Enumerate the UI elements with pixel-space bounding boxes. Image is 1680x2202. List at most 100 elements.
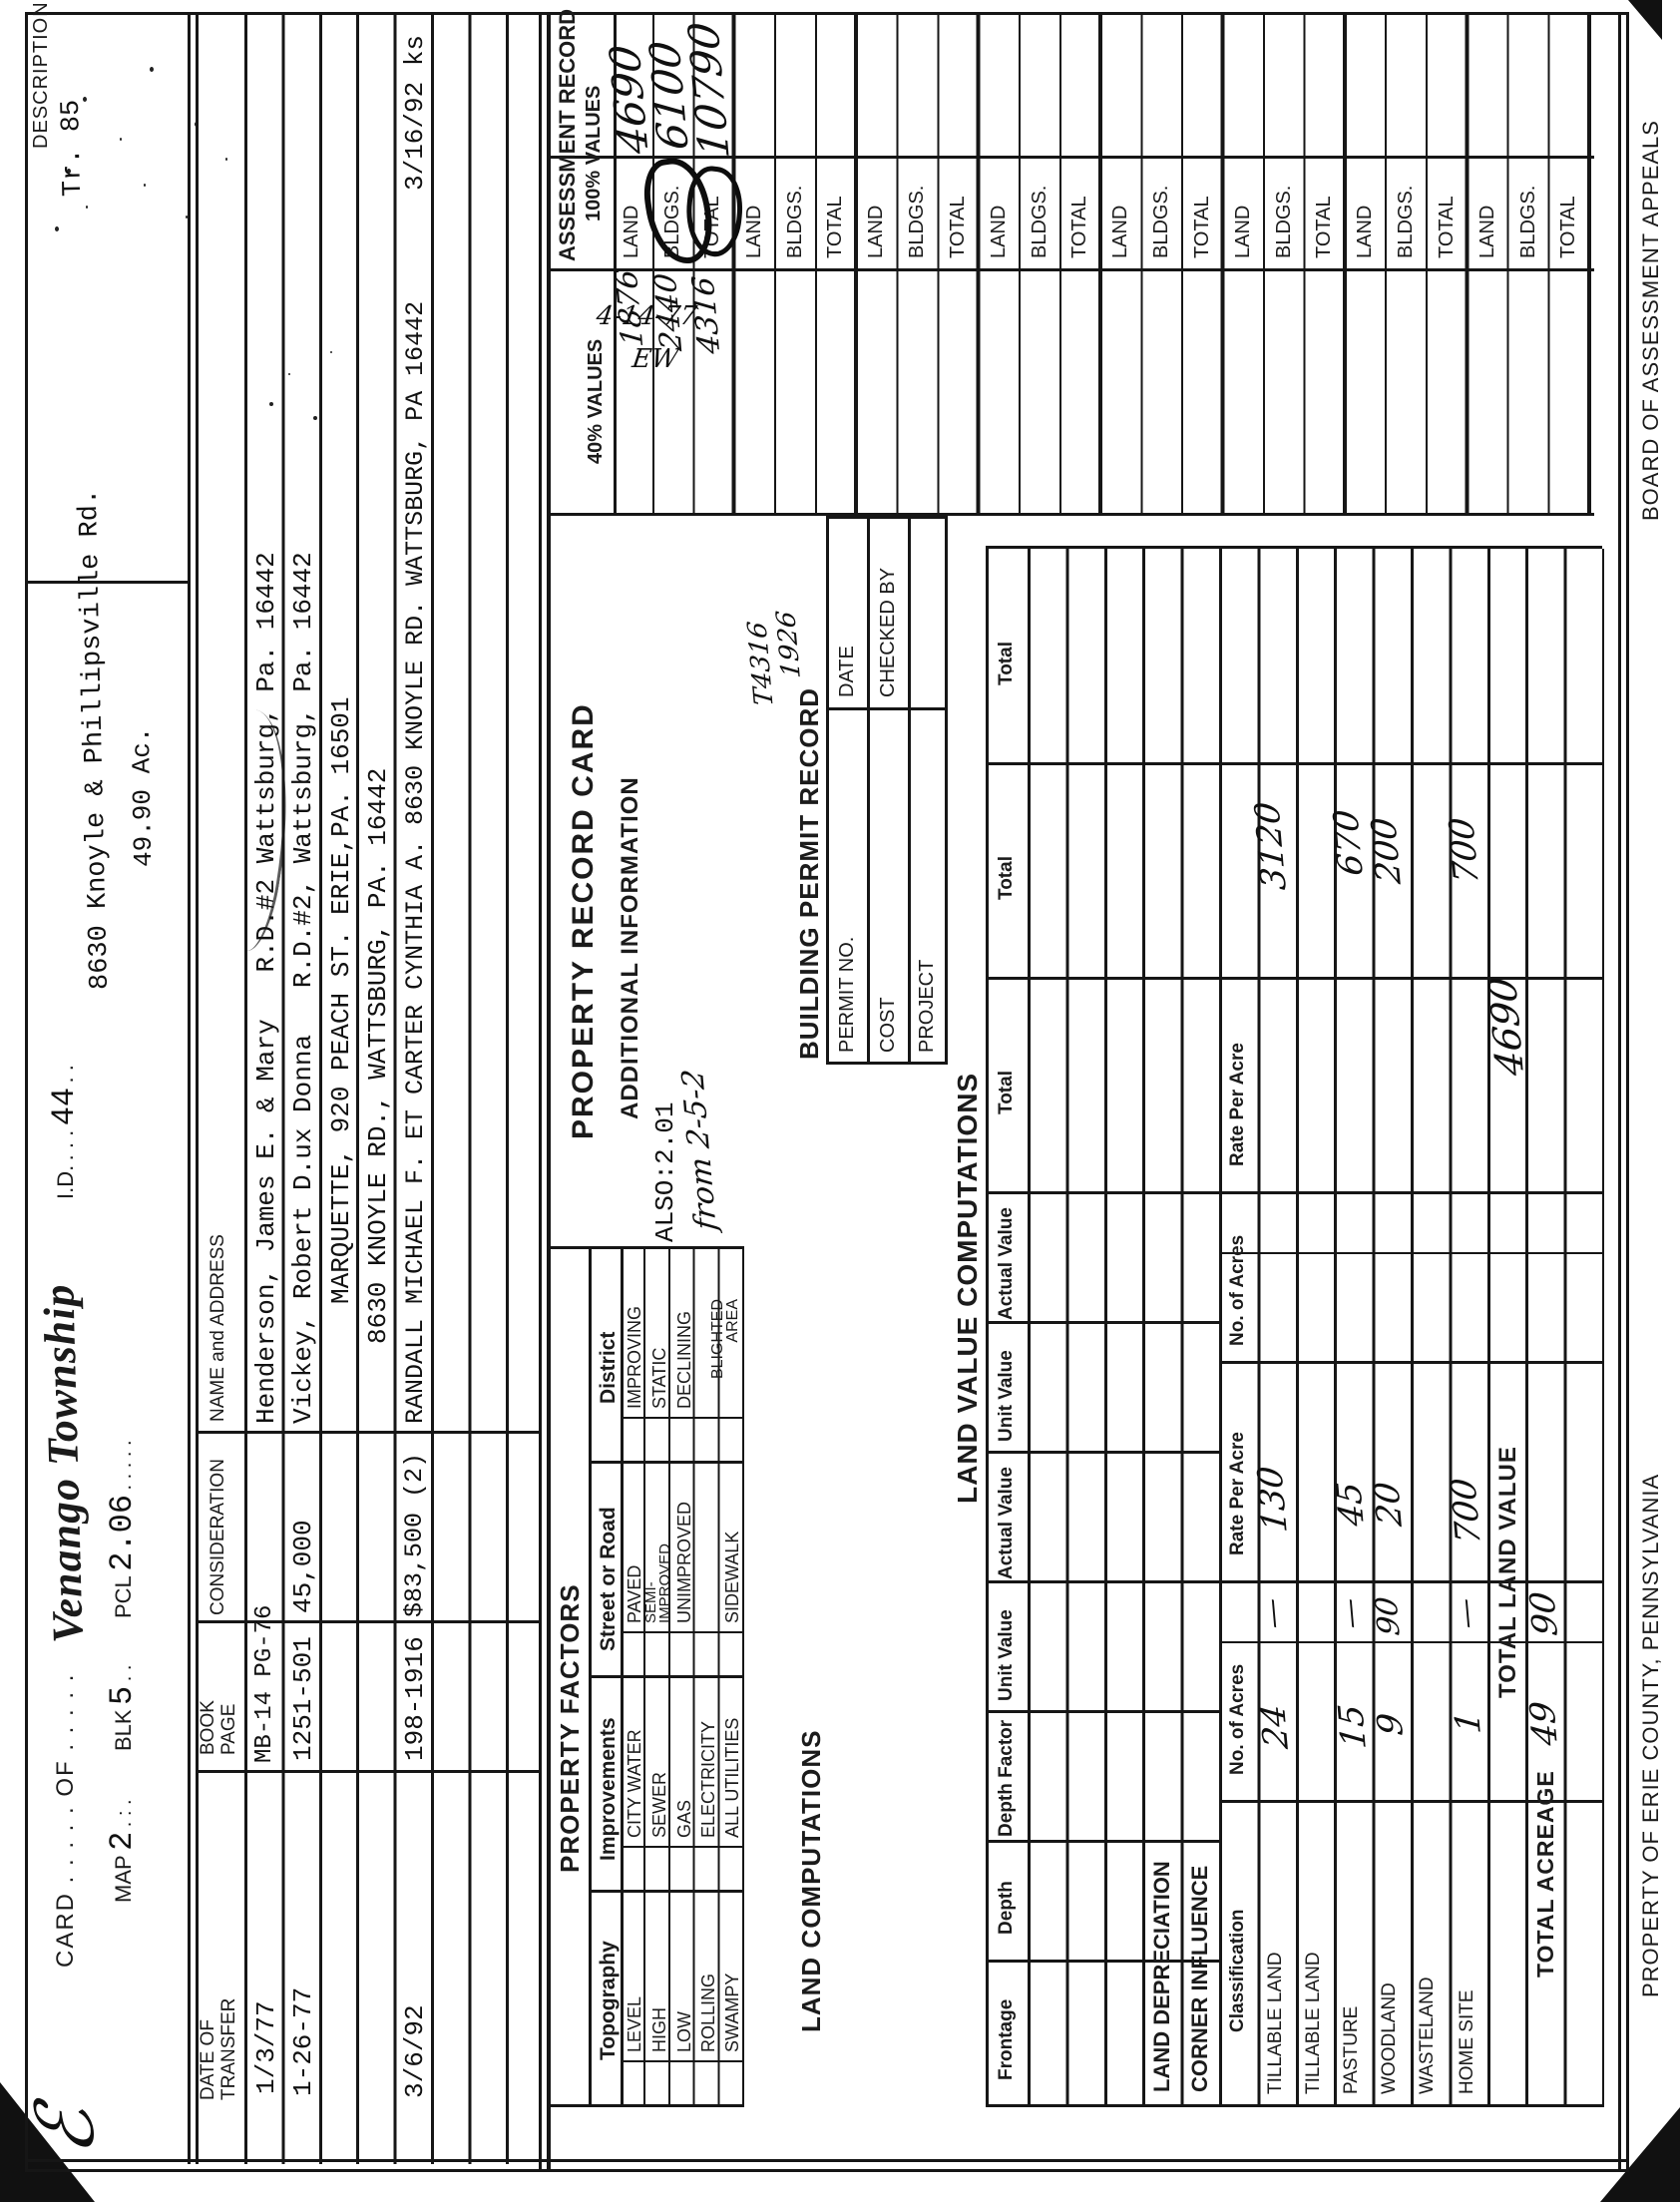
grid-line — [196, 12, 199, 2164]
factors-col-header: Improvements — [597, 1717, 620, 1861]
assessment-row-label: TOTAL — [1557, 196, 1579, 258]
assessment-row-label: LAND — [1476, 205, 1498, 258]
also-note: ALSO:2.01 — [650, 1101, 680, 1242]
classification-row-label: TILLABLE LAND — [1303, 1952, 1324, 2094]
land-computations-label: LAND COMPUTATIONS — [796, 1729, 826, 2032]
pcl-label: PCL — [111, 1575, 136, 1618]
assessment-row-label: LAND — [865, 205, 887, 258]
grid-line — [25, 12, 28, 2172]
assessment-row-label: BLDGS. — [1517, 185, 1539, 258]
pcl-dots: . . . . . — [114, 1440, 136, 1491]
transfer-row-name: 8630 KNOYLE RD., WATTSBURG, PA. 16442 — [363, 767, 393, 1344]
scan-fold-corner — [1600, 2107, 1680, 2202]
classification-row-label: WOODLAND — [1379, 1982, 1400, 2094]
assessment-row-label: LAND — [621, 205, 642, 258]
assessment-row-lines — [614, 12, 1591, 516]
classification-header: Rate Per Acre — [1227, 1432, 1248, 1555]
record-card-title: PROPERTY RECORD CARD — [567, 702, 600, 1139]
grid-line — [1626, 12, 1629, 2172]
grid-line — [25, 581, 191, 584]
transfer-row-date: 1/3/77 — [251, 2000, 281, 2094]
blk-label: BLK — [111, 1709, 136, 1751]
classification-row-label: PASTURE — [1341, 2005, 1362, 2094]
acres-value: 1 — [1448, 1709, 1489, 1735]
total-value: 200 — [1364, 815, 1410, 886]
classification-header: Classification — [1227, 1909, 1248, 2032]
grid-line — [867, 516, 870, 1065]
building-permit-title: BUILDING PERMIT RECORD — [794, 687, 824, 1060]
factor-item: STATIC — [649, 1347, 669, 1409]
factor-item: ROLLING — [698, 1973, 718, 2052]
factor-item: HIGH — [649, 2007, 669, 2052]
rate-value: 700 — [1444, 1476, 1489, 1546]
corner-influence-label: CORNER INFLUENCE — [1187, 1865, 1212, 2092]
map-dots: . : . — [114, 1799, 136, 1828]
assessment-40-label: 40% VALUES — [585, 338, 607, 464]
property-factors-title: PROPERTY FACTORS — [555, 1583, 585, 1873]
township-stamp: Venango Township — [34, 1282, 93, 1644]
blk-dots: . . — [114, 1664, 136, 1682]
assessment-row-label: BLDGS. — [1395, 185, 1417, 258]
factors-col-header: District — [597, 1331, 620, 1404]
classification-row-label: TILLABLE LAND — [1265, 1952, 1286, 2094]
footer-property-of-erie-county: PROPERTY OF ERIE COUNTY, PENNSYLVANIA — [1638, 1473, 1663, 1997]
total-value: 700 — [1442, 815, 1487, 886]
total-acreage-frac: 90 — [1522, 1589, 1566, 1638]
lvc-col-header: Total — [996, 856, 1017, 900]
transfer-date-header-line: TRANSFER — [218, 1997, 239, 2100]
grid-line — [826, 707, 948, 710]
description-label: DESCRIPTION — [30, 1, 52, 149]
assessment-row-label: LAND — [1232, 205, 1254, 258]
transfer-row-name: RANDALL MICHAEL F. ET CARTER CYNTHIA A. … — [401, 300, 430, 1424]
assessment-side-note-date: 4-14-77 — [594, 301, 699, 331]
description-line: 8630 Knoyle & Phillipsville Rd. — [74, 488, 116, 991]
grid-line — [1219, 1641, 1602, 1643]
map-label: MAP — [111, 1855, 136, 1903]
assessment-row-label: BLDGS. — [1273, 185, 1295, 258]
factor-item: ELECTRICITY — [698, 1720, 718, 1838]
lvc-col-header: Unit Value — [996, 1609, 1017, 1701]
description-tract: Tr. 85 — [56, 99, 90, 198]
transfer-row-name: Vickey, Robert D.ux Donna R.D.#2, Wattsb… — [288, 552, 318, 1424]
lvc-col-header: Frontage — [996, 1998, 1017, 2080]
transfer-row-note: 3/16/92 ks — [400, 34, 430, 191]
grid-line — [986, 549, 989, 2107]
total-value: 3120 — [1247, 800, 1295, 892]
factor-item: LOW — [674, 2010, 694, 2052]
classification-header: No. of Acres — [1227, 1234, 1248, 1346]
transfer-row-date: 3/6/92 — [400, 2004, 430, 2098]
transfer-row-name: MARQUETTE, 920 PEACH ST. ERIE,PA. 16501 — [326, 696, 356, 1305]
grid-line — [547, 12, 551, 2172]
assessment-row-label: BLDGS. — [1029, 185, 1050, 258]
handwritten-permit-number: 1926 — [771, 610, 807, 679]
lvc-col-header: Unit Value — [996, 1350, 1017, 1442]
rate-value: 45 — [1329, 1480, 1373, 1529]
grid-line — [25, 2169, 1628, 2172]
acres-value: 9 — [1370, 1711, 1412, 1737]
factor-item: IMPROVING — [625, 1305, 644, 1409]
acres-frac-value: — — [1331, 1596, 1370, 1630]
lvc-col-header: Depth Factor — [996, 1719, 1017, 1837]
assessment-side-note-initials: EW — [630, 344, 680, 374]
acres-value: 15 — [1331, 1702, 1375, 1751]
lvc-col-header: Total — [996, 642, 1017, 685]
lvc-col-header: Actual Value — [996, 1207, 1017, 1320]
corner-mark: ℰ — [20, 2102, 114, 2159]
factor-item: GAS — [674, 1799, 694, 1838]
id-field: I.D. . . . 44 . . — [46, 1065, 83, 1199]
factor-item: SIDEWALK — [722, 1531, 742, 1623]
transfer-row-consideration: $83,500 (2) — [400, 1452, 429, 1617]
transfer-row-book: 198-1916 — [400, 1636, 430, 1761]
classification-header: Rate Per Acre — [1227, 1043, 1248, 1166]
factor-item: UNIMPROVED — [674, 1501, 694, 1623]
pcl-field: PCL 2.06 . . . . . — [104, 1440, 141, 1618]
blk-field: BLK 5 . . — [104, 1665, 141, 1751]
description-acreage: 49.90 Ac. — [126, 726, 160, 868]
grid-line — [1618, 12, 1621, 2172]
transfer-row-book: 1251-501 — [288, 1636, 318, 1761]
transfer-date-header: DATE OF TRANSFER — [198, 1998, 239, 2100]
factor-item: ALL UTILITIES — [722, 1717, 742, 1838]
handwritten-note: from 2-5-2 — [675, 1068, 724, 1232]
assessment-row-label: LAND — [743, 205, 765, 258]
permit-checked-by-label: CHECKED BY — [877, 567, 899, 697]
